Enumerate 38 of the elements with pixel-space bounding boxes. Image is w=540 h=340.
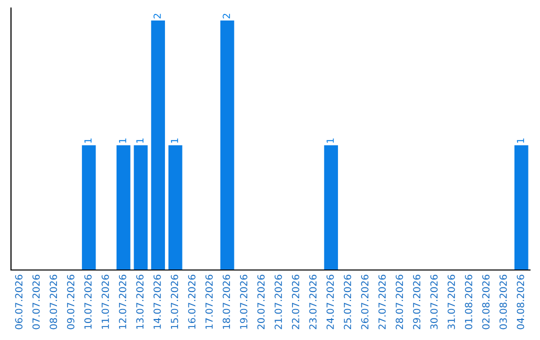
x-tick-label: 27.07.2026 xyxy=(378,274,386,330)
x-tick-label: 14.07.2026 xyxy=(154,274,161,329)
x-tick-label: 15.07.2026 xyxy=(170,274,178,329)
x-tick-label: 01.08.2026 xyxy=(464,274,472,330)
x-tick-label: 02.08.2026 xyxy=(482,274,490,330)
data-label: 1 xyxy=(136,138,144,143)
x-tick-label: 06.07.2026 xyxy=(15,274,22,330)
x-tick-label: 18.07.2026 xyxy=(222,274,230,329)
x-tick-label: 04.08.2026 xyxy=(516,274,524,330)
x-tick-label: 12.07.2026 xyxy=(118,274,126,329)
x-tick-label: 31.07.2026 xyxy=(448,274,455,330)
x-tick-label: 25.07.2026 xyxy=(344,274,352,330)
x-tick-label: 28.07.2026 xyxy=(396,274,404,330)
x-tick-label: 07.07.2026 xyxy=(32,274,40,330)
x-tick-label: 20.07.2026 xyxy=(257,274,265,330)
x-tick-label: 21.07.2026 xyxy=(274,274,282,330)
x-tick-label: 10.07.2026 xyxy=(84,274,92,329)
x-tick-label: 24.07.2026 xyxy=(326,274,334,330)
x-tick-label: 16.07.2026 xyxy=(188,274,196,329)
x-tick-label: 03.08.2026 xyxy=(500,274,507,330)
data-label: 1 xyxy=(516,138,524,143)
x-tick-label: 30.07.2026 xyxy=(430,274,438,330)
x-tick-label: 17.07.2026 xyxy=(205,274,213,329)
data-label: 1 xyxy=(326,138,334,143)
x-tick-label: 13.07.2026 xyxy=(136,274,144,329)
x-tick-label: 23.07.2026 xyxy=(309,274,317,330)
x-tick-label: 09.07.2026 xyxy=(67,274,74,330)
data-label: 1 xyxy=(170,138,178,143)
x-tick-label: 19.07.2026 xyxy=(240,274,248,329)
x-tick-label: 29.07.2026 xyxy=(413,274,420,330)
data-label: 1 xyxy=(84,138,92,143)
x-tick-label: 11.07.2026 xyxy=(102,274,109,329)
x-tick-label: 22.07.2026 xyxy=(292,274,300,330)
x-tick-label: 08.07.2026 xyxy=(50,274,58,330)
data-label: 2 xyxy=(222,14,230,18)
data-label: 2 xyxy=(154,14,161,18)
data-label: 1 xyxy=(119,138,126,143)
x-tick-label: 26.07.2026 xyxy=(361,274,368,330)
